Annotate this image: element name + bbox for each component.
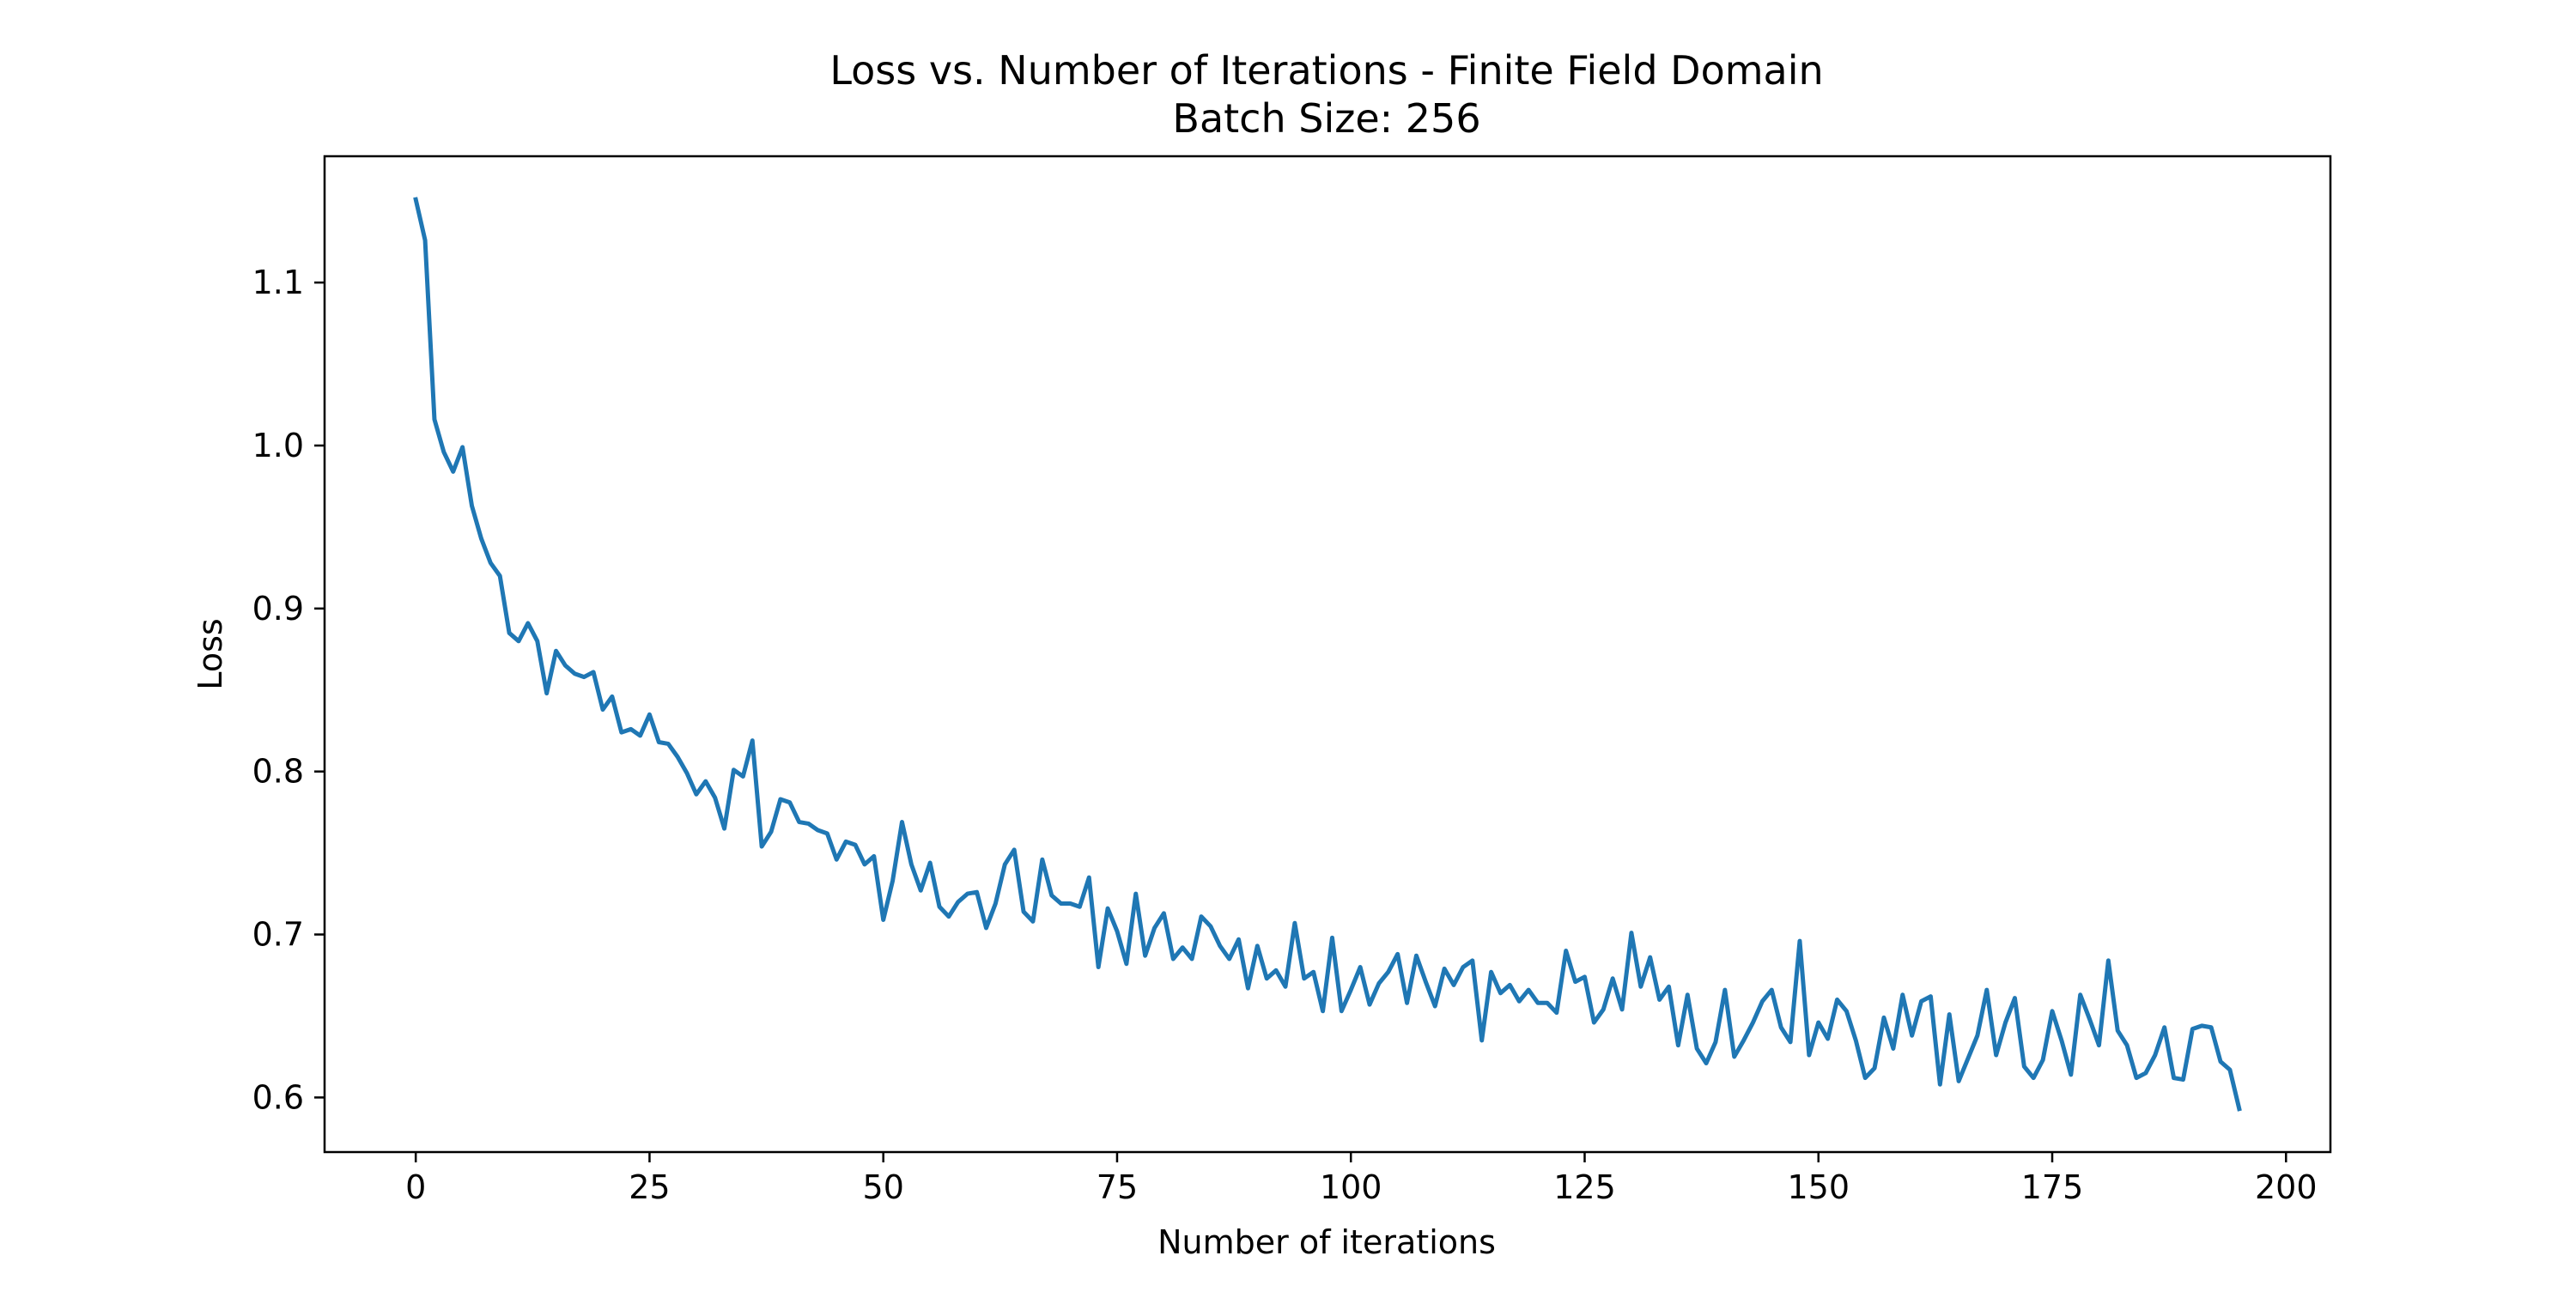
chart-subtitle: Batch Size: 256 (1172, 95, 1480, 142)
loss-series-line (413, 197, 2242, 1112)
x-tick-label: 25 (629, 1168, 670, 1206)
y-axis-label: Loss (191, 618, 229, 689)
chart-title: Loss vs. Number of Iterations - Finite F… (829, 47, 1823, 94)
x-tick-label: 150 (1787, 1168, 1850, 1206)
x-axis-label: Number of iterations (1157, 1223, 1496, 1261)
x-tick-label: 200 (2255, 1168, 2318, 1206)
x-axis-ticks: 0 25 50 75 100 125 150 175 200 (405, 1152, 2318, 1206)
x-tick-label: 125 (1553, 1168, 1616, 1206)
y-tick-label: 0.8 (252, 753, 304, 791)
x-tick-label: 100 (1320, 1168, 1382, 1206)
x-tick-label: 175 (2021, 1168, 2084, 1206)
y-axis-ticks: 0.6 0.7 0.8 0.9 1.0 1.1 (252, 264, 325, 1116)
y-tick-label: 0.7 (252, 916, 304, 954)
y-tick-label: 1.1 (252, 264, 304, 301)
plot-area-frame (323, 155, 2332, 1154)
y-tick-label: 0.9 (252, 590, 304, 628)
y-tick-label: 1.0 (252, 427, 304, 464)
x-tick-label: 75 (1097, 1168, 1138, 1206)
x-tick-label: 0 (405, 1168, 426, 1206)
x-tick-label: 50 (863, 1168, 904, 1206)
y-tick-label: 0.6 (252, 1078, 304, 1116)
